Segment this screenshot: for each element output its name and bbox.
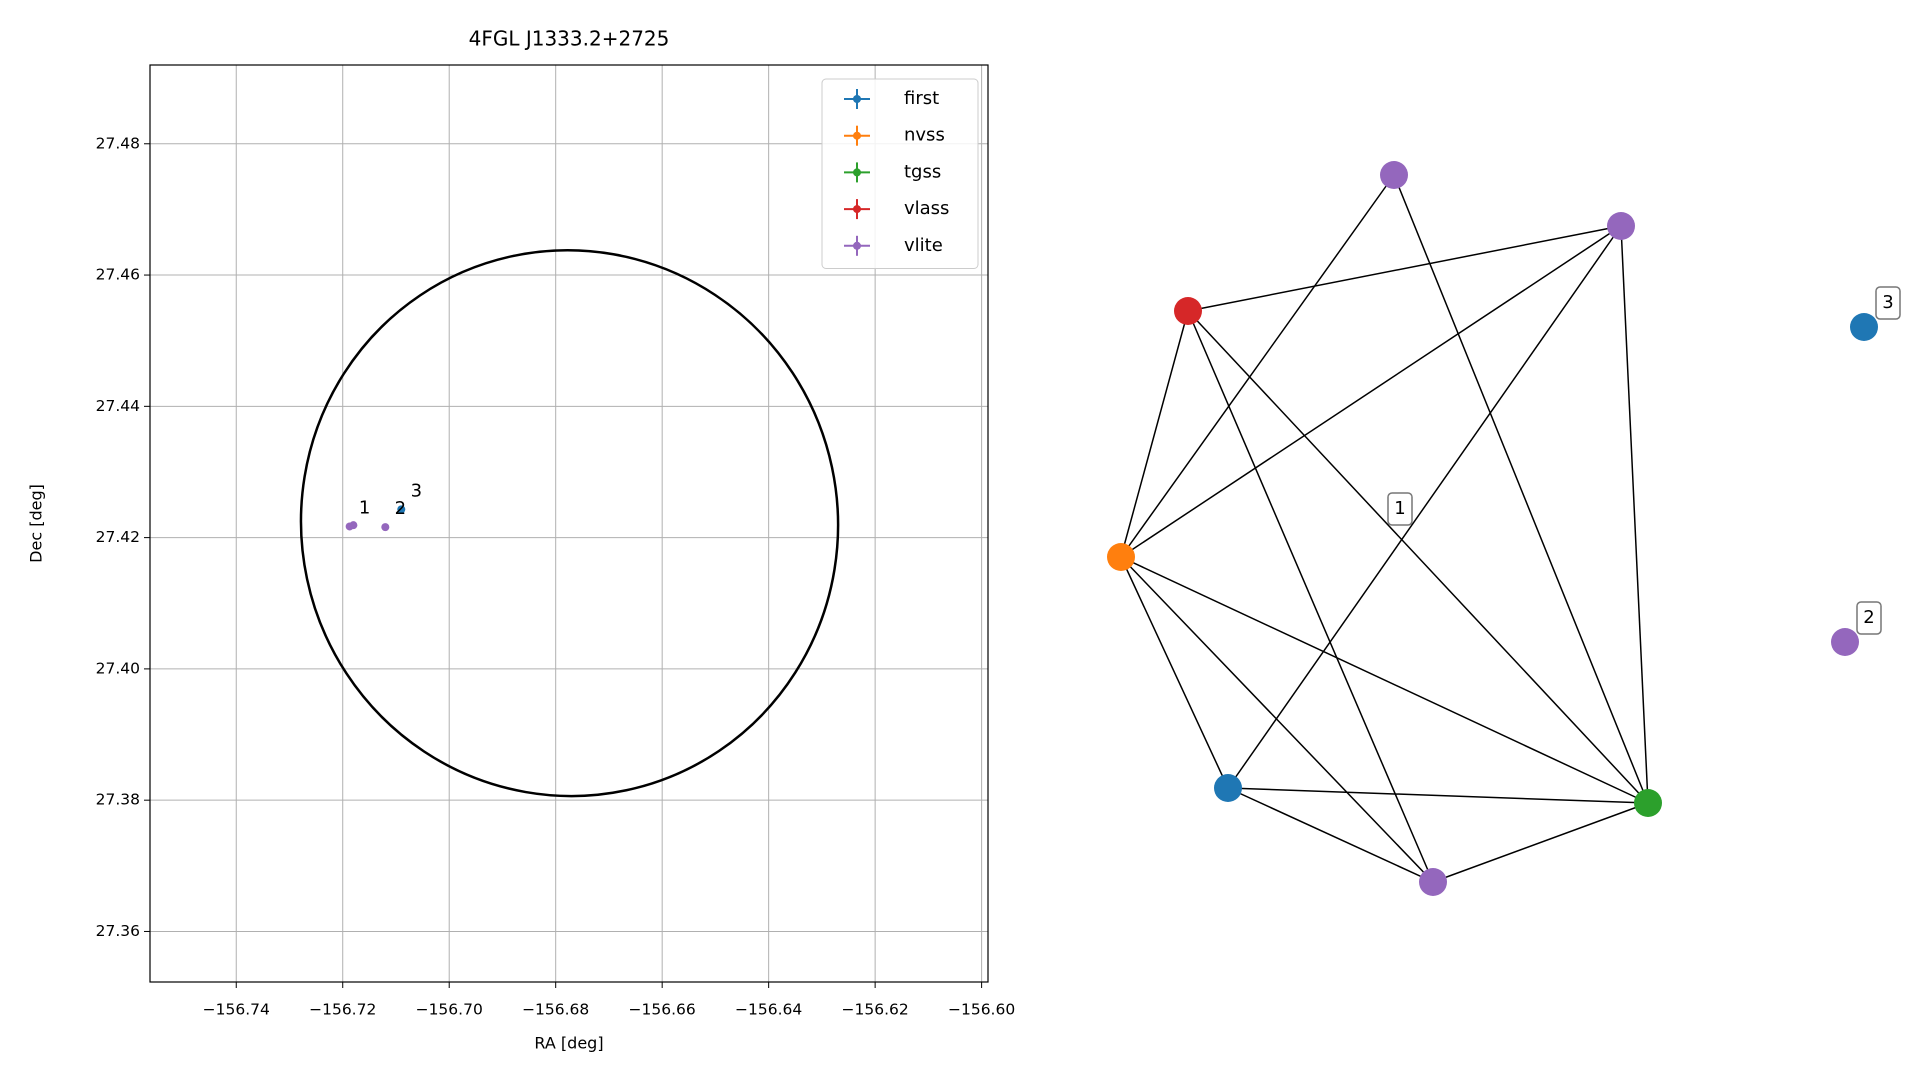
legend-marker xyxy=(853,241,861,250)
point-label: 2 xyxy=(395,498,406,519)
point xyxy=(397,505,406,514)
edge xyxy=(1187,310,1649,804)
x-tick-label: −156.62 xyxy=(842,1001,909,1019)
edge xyxy=(1227,225,1622,789)
node xyxy=(1107,543,1135,571)
x-tick-label: −156.70 xyxy=(416,1001,483,1019)
legend-marker xyxy=(853,205,861,214)
point xyxy=(381,523,390,532)
edge xyxy=(1120,310,1189,558)
axes-frame xyxy=(149,64,989,983)
point xyxy=(349,521,358,530)
edge xyxy=(1120,556,1649,804)
legend-marker xyxy=(853,168,861,177)
legend-label: vlite xyxy=(904,235,943,256)
error-ellipse xyxy=(299,249,840,798)
y-axis-label: Dec [deg] xyxy=(27,484,46,563)
node xyxy=(1214,774,1242,802)
point-label: 3 xyxy=(411,480,422,501)
label-group: 3 xyxy=(1875,286,1901,320)
node xyxy=(1419,868,1447,896)
edge xyxy=(1393,174,1649,804)
label-group: 2 xyxy=(1856,601,1882,635)
edge xyxy=(1227,787,1434,883)
x-tick-label: −156.72 xyxy=(309,1001,376,1019)
y-tick-label: 27.40 xyxy=(96,659,140,677)
legend-marker xyxy=(853,131,861,140)
legend-marker xyxy=(853,95,861,103)
x-tick-label: −156.60 xyxy=(948,1001,1015,1019)
node xyxy=(1174,297,1202,325)
legend-box xyxy=(821,78,979,269)
y-tick-label: 27.46 xyxy=(96,266,140,284)
node-label: 2 xyxy=(1863,607,1874,628)
x-tick-label: −156.68 xyxy=(522,1001,589,1019)
chart-title: 4FGL J1333.2+2725 xyxy=(469,27,670,51)
edge xyxy=(1227,787,1649,804)
edge xyxy=(1120,556,1229,789)
node xyxy=(1380,161,1408,189)
y-tick-label: 27.38 xyxy=(96,791,140,809)
label-box xyxy=(1387,492,1413,526)
edge xyxy=(1432,802,1649,883)
edge xyxy=(1620,225,1649,804)
legend-label: nvss xyxy=(904,125,945,146)
edge xyxy=(1120,225,1622,558)
edge xyxy=(1187,225,1622,312)
label-box xyxy=(1875,286,1901,320)
edge xyxy=(1120,556,1434,883)
label-group: 1 xyxy=(1387,492,1413,526)
y-tick-label: 27.42 xyxy=(96,528,140,546)
y-tick-label: 27.36 xyxy=(96,922,140,940)
x-tick-label: −156.74 xyxy=(203,1001,270,1019)
node xyxy=(1850,313,1878,341)
x-tick-label: −156.66 xyxy=(629,1001,696,1019)
point-label: 1 xyxy=(359,497,370,518)
legend-label: tgss xyxy=(904,161,941,182)
node-label: 1 xyxy=(1394,498,1405,519)
y-tick-label: 27.48 xyxy=(96,134,140,152)
x-axis-label: RA [deg] xyxy=(534,1034,603,1053)
legend-label: vlass xyxy=(904,198,949,219)
node xyxy=(1634,789,1662,817)
node xyxy=(1607,212,1635,240)
node xyxy=(1831,628,1859,656)
node-label: 3 xyxy=(1882,292,1893,313)
y-tick-label: 27.44 xyxy=(96,397,140,415)
legend-label: first xyxy=(904,88,939,109)
label-box xyxy=(1856,601,1882,635)
edge xyxy=(1120,174,1395,558)
x-tick-label: −156.64 xyxy=(735,1001,802,1019)
